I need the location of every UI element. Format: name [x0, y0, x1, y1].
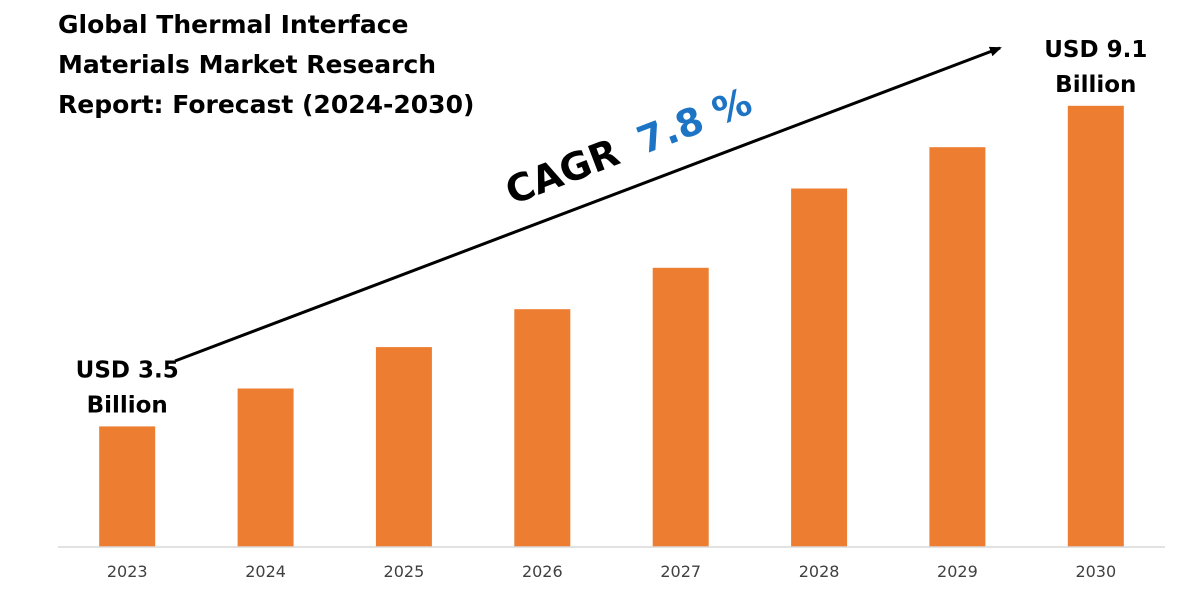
trend-arrow	[174, 46, 1002, 363]
bar-2027	[652, 267, 709, 547]
x-tick-label: 2028	[799, 562, 840, 581]
x-tick-label: 2029	[937, 562, 978, 581]
bar-2025	[375, 347, 432, 547]
value-annotation-2023: USD 3.5	[76, 357, 179, 383]
bar-2024	[237, 388, 294, 547]
value-annotations: USD 3.5 Billion USD 9.1 Billion	[76, 37, 1148, 419]
bar-2029	[929, 147, 986, 547]
x-tick-label: 2027	[660, 562, 701, 581]
x-tick-label: 2030	[1075, 562, 1116, 581]
bar-series	[99, 105, 1124, 548]
value-annotation-2030: USD 9.1	[1044, 37, 1147, 63]
bar-2023	[99, 426, 156, 547]
chart-title-line: Report: Forecast (2024-2030)	[58, 90, 474, 119]
value-annotation-2023: Billion	[87, 392, 168, 418]
chart-title-line: Global Thermal Interface	[58, 10, 409, 39]
x-tick-label: 2025	[384, 562, 425, 581]
chart-title-line: Materials Market Research	[58, 50, 436, 79]
x-tick-label: 2023	[107, 562, 148, 581]
bar-2030	[1067, 105, 1124, 548]
x-tick-label: 2024	[245, 562, 286, 581]
cagr-annotation: CAGR 7.8 %	[499, 79, 757, 213]
value-annotation-2030: Billion	[1055, 72, 1136, 98]
bar-2028	[791, 188, 848, 547]
x-axis-tick-labels: 2023 2024 2025 2026 2027 2028 2029 2030	[107, 562, 1116, 581]
x-tick-label: 2026	[522, 562, 563, 581]
cagr-label: CAGR	[499, 130, 625, 213]
cagr-value: 7.8 %	[631, 79, 758, 163]
chart-title: Global Thermal Interface Materials Marke…	[58, 10, 474, 119]
bar-2026	[514, 309, 571, 547]
